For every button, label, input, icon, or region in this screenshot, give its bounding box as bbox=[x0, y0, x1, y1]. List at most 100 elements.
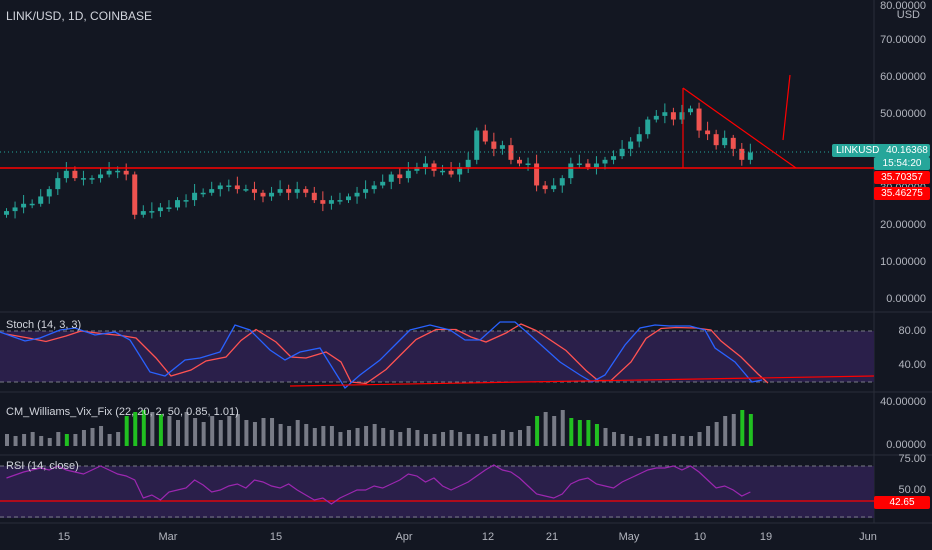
vix-bar bbox=[338, 432, 343, 446]
candle-body bbox=[448, 170, 454, 175]
vix-bar bbox=[603, 428, 608, 446]
vix-bar bbox=[637, 438, 642, 446]
vix-bar bbox=[492, 434, 497, 446]
candle-body bbox=[457, 167, 463, 175]
candle-body bbox=[80, 178, 86, 180]
vix-bar bbox=[731, 414, 736, 446]
vix-bar bbox=[449, 430, 454, 446]
vix-bar bbox=[107, 434, 112, 446]
vix-title[interactable]: CM_Williams_Vix_Fix (22, 20, 2, 50, 0.85… bbox=[6, 406, 239, 418]
vix-bar bbox=[398, 432, 403, 446]
candle-body bbox=[294, 189, 300, 193]
vix-bar bbox=[99, 426, 104, 446]
candle-body bbox=[89, 178, 95, 180]
candle-body bbox=[55, 178, 61, 190]
vix-bar bbox=[535, 416, 540, 446]
vix-bar bbox=[612, 432, 617, 446]
vix-bar bbox=[304, 424, 309, 446]
line-price-tag-1: 35.70357 bbox=[874, 171, 930, 184]
vix-bar bbox=[560, 410, 565, 446]
vix-bar bbox=[552, 416, 557, 446]
time-axis-label: 15 bbox=[269, 531, 283, 543]
vix-axis-40: 40.00000 bbox=[880, 396, 926, 408]
candle-body bbox=[277, 189, 283, 193]
candle-body bbox=[149, 211, 155, 213]
candle-body bbox=[662, 112, 668, 116]
candle-body bbox=[260, 192, 266, 197]
vix-bar bbox=[73, 434, 78, 446]
vix-bar bbox=[90, 428, 95, 446]
candle-body bbox=[21, 203, 27, 208]
price-axis-label: 20.00000 bbox=[880, 219, 926, 231]
tag-symbol: LINKUSD bbox=[836, 145, 880, 156]
candle-body bbox=[46, 189, 52, 197]
candle-body bbox=[311, 192, 317, 201]
vix-bar bbox=[594, 424, 599, 446]
candle-body bbox=[739, 148, 745, 160]
candle-body bbox=[234, 185, 240, 190]
candle-body bbox=[491, 141, 497, 149]
vix-bar bbox=[483, 436, 488, 446]
candle-body bbox=[63, 170, 69, 179]
vix-bar bbox=[355, 428, 360, 446]
vix-bar bbox=[680, 436, 685, 446]
vix-bar bbox=[526, 426, 531, 446]
vix-bar bbox=[22, 434, 27, 446]
stoch-k-line bbox=[0, 321, 763, 389]
vix-bar bbox=[723, 416, 728, 446]
vix-bar bbox=[577, 420, 582, 446]
vix-bar bbox=[432, 434, 437, 446]
candle-body bbox=[465, 159, 471, 168]
triangle-drawing bbox=[682, 74, 797, 169]
candle-body bbox=[269, 192, 275, 197]
candle-body bbox=[243, 189, 249, 191]
rsi-title[interactable]: RSI (14, close) bbox=[6, 460, 79, 472]
vix-bar bbox=[261, 418, 266, 446]
candle-body bbox=[303, 189, 309, 193]
rsi-axis-75: 75.00 bbox=[898, 453, 926, 465]
vix-bar bbox=[441, 432, 446, 446]
stoch-title[interactable]: Stoch (14, 3, 3) bbox=[6, 319, 82, 331]
candle-body bbox=[397, 174, 403, 179]
candle-body bbox=[576, 163, 582, 165]
candle-body bbox=[431, 163, 437, 171]
time-axis-label: Apr bbox=[395, 531, 413, 543]
vix-bar bbox=[133, 412, 138, 446]
candle-body bbox=[217, 185, 223, 190]
candle-body bbox=[422, 163, 428, 168]
time-axis-label: Mar bbox=[158, 531, 178, 543]
vix-bar bbox=[706, 426, 711, 446]
vix-bar bbox=[689, 436, 693, 446]
vix-bar bbox=[329, 426, 334, 446]
vix-bar bbox=[81, 430, 86, 446]
vix-bar bbox=[500, 430, 505, 446]
time-axis-label: 12 bbox=[481, 531, 495, 543]
vix-bar bbox=[184, 412, 189, 446]
vix-bar bbox=[406, 428, 411, 446]
vix-bar bbox=[458, 432, 463, 446]
symbol-title[interactable]: LINK/USD, 1D, COINBASE bbox=[6, 9, 153, 23]
candle-body bbox=[29, 203, 35, 206]
candle-body bbox=[645, 119, 651, 135]
candle-body bbox=[440, 170, 446, 173]
stoch-axis-40: 40.00 bbox=[898, 359, 926, 371]
vix-bar bbox=[218, 420, 223, 446]
vix-bar bbox=[620, 434, 625, 446]
time-axis-label: May bbox=[618, 531, 640, 543]
price-axis-label: 0.00000 bbox=[886, 293, 926, 305]
candle-body bbox=[38, 196, 44, 204]
candle-body bbox=[405, 170, 411, 179]
vix-bar bbox=[124, 416, 129, 446]
time-axis-label: 15 bbox=[57, 531, 71, 543]
rsi-band bbox=[0, 466, 874, 518]
vix-bar bbox=[714, 422, 719, 446]
vix-bar bbox=[629, 436, 634, 446]
candle-body bbox=[499, 145, 505, 149]
vix-bar bbox=[543, 412, 548, 446]
stoch-axis-80: 80.00 bbox=[898, 325, 926, 337]
time-axis-label: 21 bbox=[545, 531, 559, 543]
candle-body bbox=[747, 152, 753, 160]
vix-bar bbox=[167, 416, 172, 446]
vix-bar bbox=[321, 426, 326, 446]
